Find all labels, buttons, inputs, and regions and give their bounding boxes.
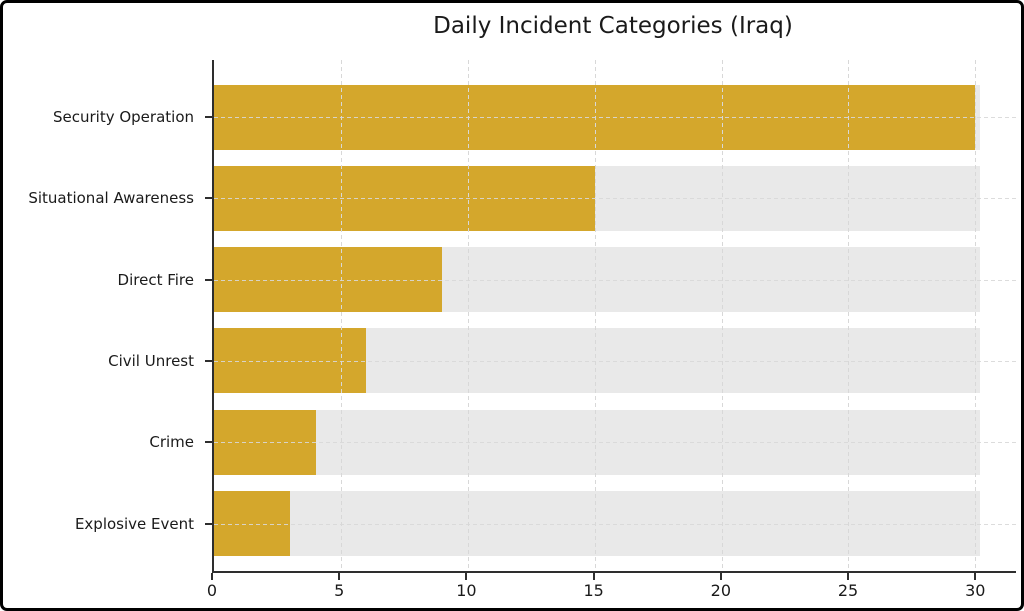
xtick-mark: [974, 573, 977, 580]
gridline-vertical: [340, 60, 342, 571]
xtick-label: 0: [206, 581, 218, 600]
xtick-label: 20: [710, 581, 732, 600]
xtick-label: 25: [837, 581, 859, 600]
gridline-horizontal: [214, 360, 1016, 362]
xtick-mark: [847, 573, 850, 580]
ytick-label: Civil Unrest: [108, 351, 194, 370]
xtick-mark: [338, 573, 341, 580]
gridline-horizontal: [214, 279, 1016, 281]
xtick-mark: [465, 573, 468, 580]
ytick-mark: [205, 197, 212, 200]
xtick-label: 30: [965, 581, 986, 600]
gridline-vertical: [594, 60, 596, 571]
ytick-mark: [205, 359, 212, 362]
xtick-label: 5: [334, 581, 345, 600]
gridline-horizontal: [214, 442, 1016, 444]
plot-area: [212, 60, 1016, 573]
gridline-vertical: [848, 60, 850, 571]
ytick-label: Situational Awareness: [28, 189, 194, 208]
xtick-label: 10: [456, 581, 477, 600]
ytick-label: Direct Fire: [117, 270, 194, 289]
gridline-horizontal: [214, 117, 1016, 118]
ytick-mark: [205, 116, 212, 118]
ytick-label: Crime: [149, 433, 194, 452]
ytick-label: Security Operation: [52, 108, 194, 126]
ytick-label: Explosive Event: [74, 514, 194, 533]
gridline-horizontal: [214, 523, 1016, 525]
ytick-mark: [205, 278, 212, 281]
xtick-mark: [211, 573, 213, 580]
ytick-mark: [205, 441, 212, 444]
gridline-horizontal: [214, 198, 1016, 200]
xtick-mark: [719, 573, 722, 580]
chart-title: Daily Incident Categories (Iraq): [433, 13, 793, 39]
xtick-mark: [592, 573, 595, 580]
ytick-mark: [205, 522, 212, 525]
xtick-label: 15: [583, 581, 604, 600]
gridline-vertical: [467, 60, 469, 571]
gridline-vertical: [721, 60, 723, 571]
gridline-vertical: [975, 60, 977, 571]
